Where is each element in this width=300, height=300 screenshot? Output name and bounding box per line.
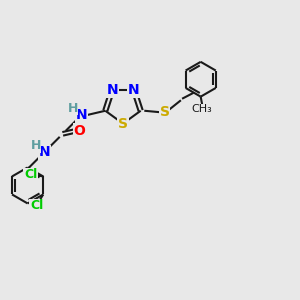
- Text: N: N: [128, 83, 140, 97]
- Text: S: S: [160, 105, 170, 119]
- Text: H: H: [31, 139, 41, 152]
- Text: N: N: [76, 108, 87, 122]
- Text: O: O: [73, 124, 85, 138]
- Text: Cl: Cl: [30, 199, 43, 212]
- Text: N: N: [38, 146, 50, 159]
- Text: S: S: [118, 117, 128, 130]
- Text: N: N: [106, 83, 118, 97]
- Text: H: H: [68, 102, 78, 115]
- Text: Cl: Cl: [24, 168, 37, 182]
- Text: CH₃: CH₃: [192, 104, 213, 114]
